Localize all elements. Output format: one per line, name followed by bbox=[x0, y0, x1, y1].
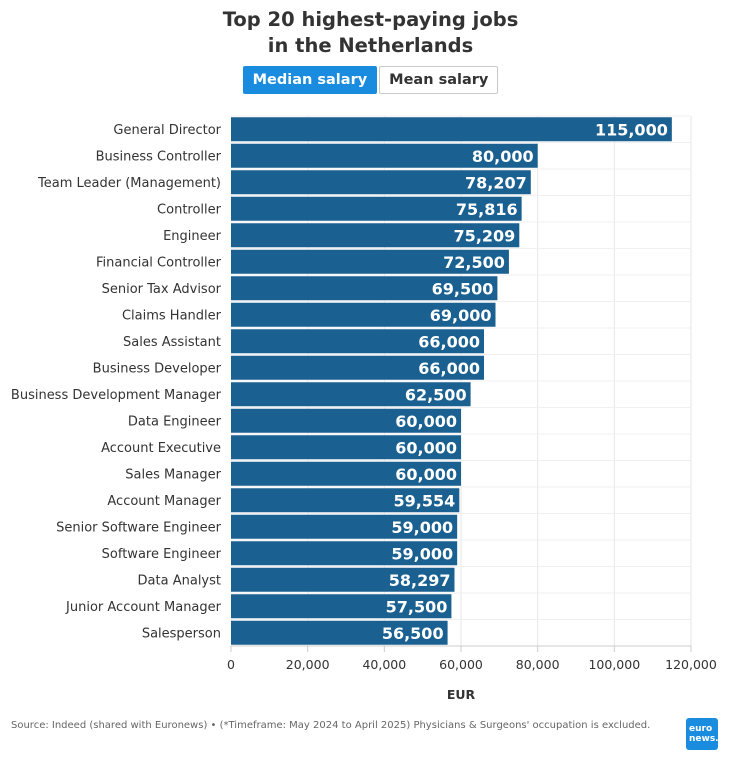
logo-line-2: news. bbox=[689, 734, 719, 744]
data-label: 75,209 bbox=[454, 226, 516, 245]
data-label: 58,297 bbox=[389, 571, 451, 590]
category-label: Salesperson bbox=[142, 626, 221, 641]
data-label: 66,000 bbox=[418, 332, 480, 351]
category-label: General Director bbox=[113, 123, 221, 138]
category-label: Senior Tax Advisor bbox=[102, 282, 222, 297]
category-label: Financial Controller bbox=[96, 255, 222, 270]
data-label: 57,500 bbox=[386, 597, 448, 616]
category-label: Claims Handler bbox=[122, 308, 222, 323]
bar bbox=[231, 620, 448, 645]
category-label: Business Development Manager bbox=[11, 388, 222, 403]
data-label: 60,000 bbox=[395, 465, 457, 484]
bar bbox=[231, 170, 531, 195]
category-label: Sales Assistant bbox=[123, 335, 221, 350]
category-label: Engineer bbox=[163, 229, 222, 244]
category-label: Business Controller bbox=[96, 149, 222, 164]
data-label: 66,000 bbox=[418, 359, 480, 378]
category-label: Data Analyst bbox=[138, 573, 221, 588]
x-tick-label: 40,000 bbox=[362, 657, 406, 672]
bar bbox=[231, 514, 458, 539]
bar bbox=[231, 143, 538, 168]
x-tick-label: 60,000 bbox=[439, 657, 483, 672]
data-label: 69,500 bbox=[432, 279, 494, 298]
data-label: 75,816 bbox=[456, 200, 518, 219]
bar bbox=[231, 488, 460, 513]
bar bbox=[231, 249, 509, 274]
data-label: 80,000 bbox=[472, 147, 534, 166]
data-label: 59,554 bbox=[394, 491, 456, 510]
category-label: Sales Manager bbox=[125, 467, 221, 482]
x-tick-label: 80,000 bbox=[516, 657, 560, 672]
chart-title-line-2: in the Netherlands bbox=[267, 34, 474, 57]
bar bbox=[231, 594, 452, 619]
category-label: Account Executive bbox=[101, 441, 221, 456]
data-label: 56,500 bbox=[382, 624, 444, 643]
bar bbox=[231, 302, 496, 327]
bar bbox=[231, 541, 458, 566]
euronews-logo: euro news. bbox=[686, 718, 719, 750]
data-label: 62,500 bbox=[405, 385, 467, 404]
x-axis-title: EUR bbox=[447, 687, 476, 702]
bar bbox=[231, 223, 520, 248]
category-label: Junior Account Manager bbox=[65, 600, 222, 615]
data-label: 69,000 bbox=[430, 306, 492, 325]
category-label: Data Engineer bbox=[128, 414, 222, 429]
category-label: Account Manager bbox=[107, 494, 221, 509]
category-label: Software Engineer bbox=[102, 547, 222, 562]
bar bbox=[231, 435, 461, 460]
bar bbox=[231, 329, 484, 354]
category-label: Team Leader (Management) bbox=[37, 176, 221, 191]
chart-title: Top 20 highest-paying jobs in the Nether… bbox=[0, 7, 741, 59]
bar bbox=[231, 276, 498, 301]
data-label: 115,000 bbox=[595, 120, 668, 139]
source-note: Source: Indeed (shared with Euronews) • … bbox=[11, 720, 651, 731]
category-label: Controller bbox=[157, 202, 222, 217]
bar bbox=[231, 355, 484, 380]
x-tick-label: 120,000 bbox=[665, 657, 717, 672]
x-tick-label: 100,000 bbox=[588, 657, 640, 672]
x-tick-label: 0 bbox=[227, 657, 235, 672]
tab-mean-salary[interactable]: Mean salary bbox=[379, 66, 499, 94]
data-label: 78,207 bbox=[465, 173, 527, 192]
tab-median-salary[interactable]: Median salary bbox=[242, 66, 378, 94]
data-label: 72,500 bbox=[443, 253, 505, 272]
bar bbox=[231, 117, 672, 142]
bar bbox=[231, 408, 461, 433]
bar bbox=[231, 196, 522, 221]
bar bbox=[231, 567, 455, 592]
bar-chart: General Director 115,000 Business Controll… bbox=[11, 115, 717, 702]
data-label: 60,000 bbox=[395, 412, 457, 431]
data-label: 59,000 bbox=[391, 544, 453, 563]
logo-line-1: euro bbox=[689, 724, 713, 734]
category-label: Business Developer bbox=[93, 361, 222, 376]
data-label: 59,000 bbox=[391, 518, 453, 537]
bar bbox=[231, 461, 461, 486]
category-label: Senior Software Engineer bbox=[56, 520, 222, 535]
data-label: 60,000 bbox=[395, 438, 457, 457]
metric-tabs: Median salary Mean salary bbox=[0, 66, 741, 94]
chart-title-line-1: Top 20 highest-paying jobs bbox=[222, 8, 519, 31]
bar bbox=[231, 382, 471, 407]
x-tick-label: 20,000 bbox=[286, 657, 330, 672]
